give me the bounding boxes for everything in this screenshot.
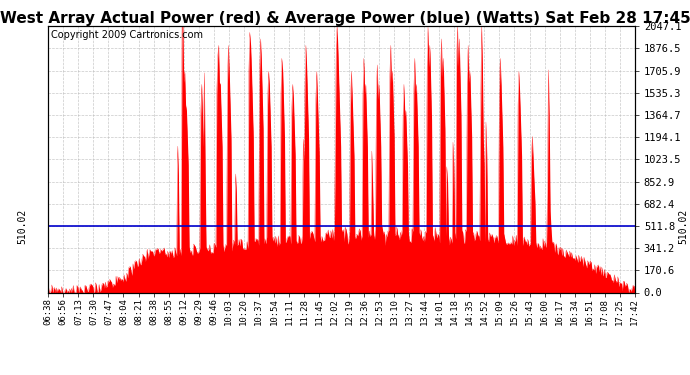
Text: Copyright 2009 Cartronics.com: Copyright 2009 Cartronics.com — [51, 30, 204, 40]
Text: West Array Actual Power (red) & Average Power (blue) (Watts) Sat Feb 28 17:45: West Array Actual Power (red) & Average … — [0, 11, 690, 26]
Text: 510.02: 510.02 — [679, 209, 689, 244]
Text: 510.02: 510.02 — [18, 209, 28, 244]
